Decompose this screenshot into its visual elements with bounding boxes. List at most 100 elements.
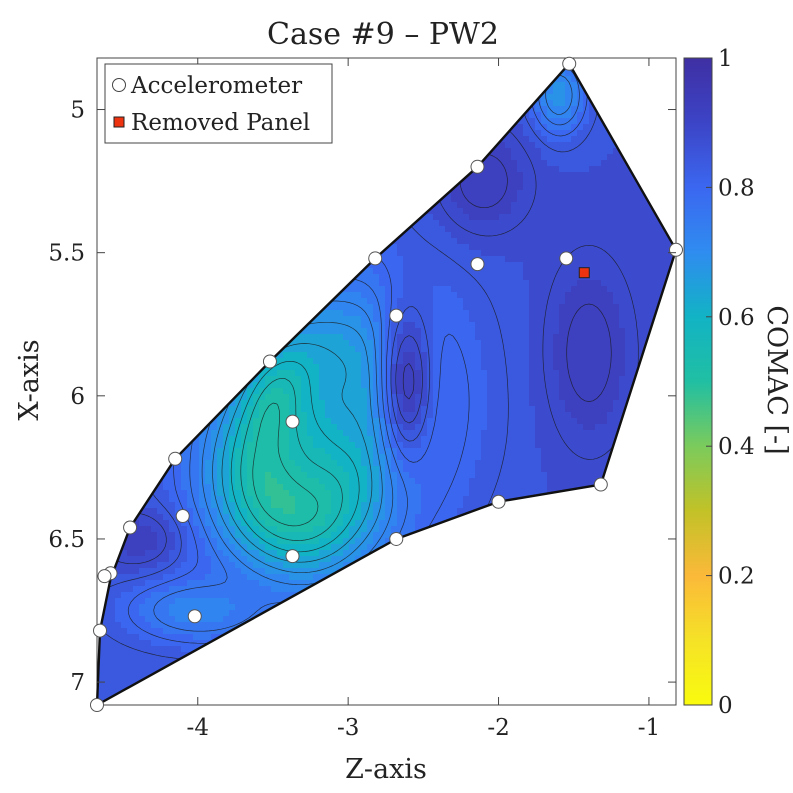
contour-cell	[403, 298, 410, 305]
contour-cell	[529, 298, 536, 305]
contour-cell	[577, 310, 584, 317]
contour-cell	[613, 226, 620, 233]
contour-cell	[511, 340, 518, 347]
contour-cell	[535, 340, 542, 347]
contour-cell	[427, 214, 434, 221]
contour-cell	[607, 148, 614, 155]
contour-cell	[625, 334, 632, 341]
contour-cell	[439, 286, 446, 293]
contour-cell	[379, 280, 386, 287]
contour-cell	[613, 166, 620, 173]
contour-cell	[595, 298, 602, 305]
contour-cell	[595, 292, 602, 299]
contour-cell	[511, 214, 518, 221]
contour-cell	[421, 256, 428, 263]
contour-cell	[523, 196, 530, 203]
contour-cell	[583, 334, 590, 341]
contour-cell	[577, 286, 584, 293]
contour-cell	[373, 328, 380, 335]
contour-cell	[475, 274, 482, 281]
contour-cell	[577, 292, 584, 299]
contour-cell	[493, 352, 500, 359]
contour-cell	[511, 310, 518, 317]
contour-cell	[391, 250, 398, 257]
contour-cell	[565, 292, 572, 299]
contour-cell	[367, 268, 374, 275]
contour-cell	[409, 322, 416, 329]
contour-cell	[505, 214, 512, 221]
contour-cell	[445, 358, 452, 365]
contour-cell	[523, 166, 530, 173]
contour-cell	[421, 286, 428, 293]
contour-cell	[631, 208, 638, 215]
contour-cell	[367, 316, 374, 323]
contour-cell	[595, 184, 602, 191]
contour-cell	[373, 334, 380, 341]
contour-cell	[571, 316, 578, 323]
contour-cell	[589, 358, 596, 365]
contour-cell	[499, 262, 506, 269]
contour-cell	[547, 166, 554, 173]
contour-cell	[619, 232, 626, 239]
contour-cell	[469, 316, 476, 323]
contour-cell	[547, 112, 554, 119]
contour-cell	[421, 322, 428, 329]
contour-cell	[397, 238, 404, 245]
contour-cell	[571, 328, 578, 335]
contour-cell	[565, 70, 572, 77]
contour-cell	[589, 172, 596, 179]
contour-cell	[559, 130, 566, 137]
contour-cell	[451, 322, 458, 329]
contour-cell	[481, 274, 488, 281]
contour-cell	[451, 352, 458, 359]
contour-cell	[559, 178, 566, 185]
contour-cell	[403, 316, 410, 323]
contour-cell	[475, 250, 482, 257]
contour-cell	[349, 298, 356, 305]
contour-cell	[589, 232, 596, 239]
contour-cell	[547, 226, 554, 233]
contour-cell	[421, 214, 428, 221]
contour-cell	[577, 304, 584, 311]
contour-cell	[601, 328, 608, 335]
contour-cell	[409, 352, 416, 359]
contour-cell	[487, 250, 494, 257]
contour-cell	[469, 238, 476, 245]
contour-cell	[445, 238, 452, 245]
contour-cell	[631, 280, 638, 287]
contour-cell	[481, 232, 488, 239]
contour-cell	[619, 268, 626, 275]
contour-cell	[637, 232, 644, 239]
contour-cell	[619, 256, 626, 263]
contour-cell	[475, 202, 482, 209]
contour-cell	[493, 250, 500, 257]
contour-cell	[361, 346, 368, 353]
contour-cell	[625, 262, 632, 269]
contour-cell	[601, 166, 608, 173]
contour-cell	[439, 268, 446, 275]
contour-cell	[655, 220, 662, 227]
contour-cell	[487, 304, 494, 311]
contour-cell	[655, 268, 662, 275]
contour-cell	[631, 214, 638, 221]
contour-cell	[451, 280, 458, 287]
contour-cell	[403, 310, 410, 317]
contour-cell	[583, 94, 590, 101]
contour-cell	[553, 238, 560, 245]
contour-cell	[307, 346, 314, 353]
contour-cell	[565, 334, 572, 341]
contour-cell	[427, 226, 434, 233]
contour-cell	[535, 208, 542, 215]
contour-cell	[529, 130, 536, 137]
contour-cell	[427, 316, 434, 323]
contour-cell	[409, 310, 416, 317]
contour-cell	[619, 238, 626, 245]
contour-cell	[559, 244, 566, 251]
contour-cell	[607, 202, 614, 209]
contour-cell	[493, 316, 500, 323]
contour-cell	[427, 232, 434, 239]
contour-cell	[661, 274, 668, 281]
contour-cell	[577, 118, 584, 125]
contour-cell	[619, 184, 626, 191]
contour-cell	[427, 208, 434, 215]
